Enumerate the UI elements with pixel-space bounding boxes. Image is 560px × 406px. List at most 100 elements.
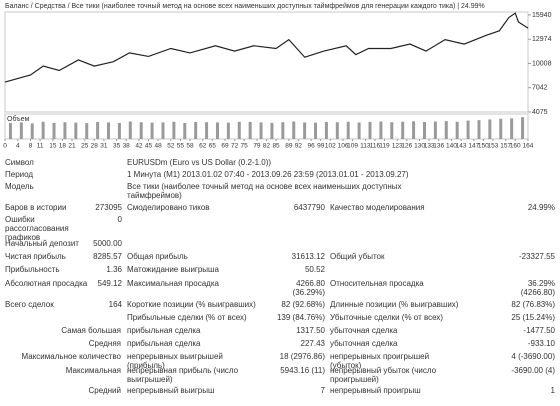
volume-bar — [422, 121, 426, 139]
volume-bar — [455, 121, 459, 139]
y-tick-label: 10008 — [532, 60, 552, 67]
volume-bar — [194, 121, 198, 139]
volume-bar — [433, 121, 437, 139]
volume-bar — [444, 121, 448, 139]
report-label: Начальный депозит — [5, 239, 79, 248]
x-tick-label: 25 — [81, 143, 89, 150]
x-tick-label: 52 — [167, 143, 175, 150]
report-label2: Матожидание выигрыша — [127, 265, 219, 274]
volume-bar — [19, 122, 23, 139]
report-value: 8285.57 — [93, 252, 122, 261]
report-label3: убыточная сделка — [330, 339, 398, 348]
balance-line — [4, 12, 529, 83]
volume-bar — [259, 122, 263, 139]
report-label3: непрерывный убыток (число проигрышей) — [330, 366, 437, 384]
x-tick-label: 130 — [414, 143, 425, 150]
x-tick-label: 157 — [500, 143, 511, 150]
volume-bar — [63, 122, 67, 139]
x-tick-label: 123 — [392, 143, 403, 150]
report-label2: непрерывная прибыль (число выигрышей) — [127, 366, 239, 384]
x-tick-label: 160 — [510, 143, 521, 150]
volume-bar — [205, 122, 209, 139]
x-tick-label: 15 — [49, 143, 57, 150]
report-label: Баров в истории — [5, 203, 67, 212]
report-value: 0 — [117, 215, 122, 224]
volume-bar — [52, 122, 56, 139]
volume-bar — [30, 123, 34, 139]
volume-bar — [128, 121, 132, 139]
x-tick-label: 69 — [221, 143, 229, 150]
report-value3: 1 — [550, 386, 555, 395]
volume-bar — [477, 120, 481, 139]
report-value: 549.12 — [97, 279, 122, 288]
volume-bar — [150, 122, 154, 139]
report-value3: 4 (-3690.00) — [511, 352, 555, 361]
volume-bar — [357, 122, 361, 139]
x-tick-label: 119 — [379, 143, 390, 150]
report-value3: 24.99% — [527, 203, 555, 212]
volume-bar — [85, 123, 89, 139]
report-info: 1 Минута (M1) 2013.01.02 07:40 - 2013.09… — [127, 170, 409, 179]
report-value2: 5943.16 (11) — [280, 366, 325, 375]
report-label3: Длинные позиции (% выигравших) — [330, 300, 459, 309]
volume-bar — [390, 122, 394, 139]
report-value3: 25 (15.24%) — [511, 313, 555, 322]
volume-bar — [346, 121, 350, 139]
x-tick-label: 0 — [3, 143, 7, 150]
y-tick-label: 15940 — [532, 12, 552, 19]
report-label3: убыточная сделка — [330, 326, 398, 335]
report-info: EURUSDm (Euro vs US Dollar (0.2-1.0)) — [127, 158, 272, 167]
volume-bar — [41, 121, 45, 139]
volume-bar — [324, 121, 328, 139]
report-label3: Убыточные сделки (% от всех) — [330, 313, 444, 322]
report-value2: 6437790 — [293, 203, 325, 212]
x-tick-label: 18 — [59, 143, 67, 150]
volume-bar — [368, 121, 372, 139]
report-value: 164 — [108, 300, 122, 309]
volume-bar — [521, 117, 525, 139]
x-tick-label: 79 — [253, 143, 261, 150]
x-tick-label: 102 — [325, 143, 336, 150]
report-label3: непрерывный проигрыш — [330, 386, 421, 395]
report-label2: непрерывных выигрышей (прибыль) — [127, 352, 223, 370]
volume-bar — [499, 118, 503, 139]
x-tick-label: 116 — [370, 143, 381, 150]
y-tick-label: 12974 — [532, 36, 552, 43]
volume-bar — [117, 122, 121, 139]
report-label3: Качество моделирования — [330, 203, 425, 212]
report-value2: 50.52 — [304, 265, 325, 274]
x-tick-label: 45 — [145, 143, 153, 150]
x-tick-label: 92 — [295, 143, 303, 150]
volume-bar — [107, 122, 111, 139]
report-value2: 18 (2976.86) — [279, 352, 325, 361]
report-label: Период — [5, 170, 34, 179]
balance-chart: Баланс / Средства / Все тики (наиболее т… — [3, 2, 552, 150]
report-label2: Прибыльные сделки (% от всех) — [127, 313, 247, 322]
x-tick-label: 147 — [468, 143, 479, 150]
x-tick-label: 106 — [338, 143, 349, 150]
report-prefix: Максимальное количество — [21, 352, 121, 361]
report-label3: Общий убыток — [330, 252, 385, 261]
volume-bar — [183, 122, 187, 139]
report-prefix: Средний — [88, 386, 121, 395]
volume-bar — [466, 120, 470, 139]
volume-bar — [215, 122, 219, 139]
report-label2: Максимальная просадка — [127, 279, 219, 288]
x-tick-label: 99 — [317, 143, 325, 150]
x-tick-label: 55 — [177, 143, 185, 150]
x-tick-label: 31 — [100, 143, 108, 150]
x-tick-label: 38 — [123, 143, 131, 150]
x-tick-label: 85 — [272, 143, 280, 150]
volume-bar — [412, 121, 416, 139]
volume-bar — [281, 122, 285, 139]
report-label: Абсолютная просадка — [5, 279, 88, 288]
volume-bar — [314, 122, 318, 139]
report-label: Всего сделок — [5, 300, 54, 309]
x-tick-label: 109 — [347, 143, 358, 150]
x-tick-label: 58 — [186, 143, 194, 150]
report-label2: Смоделировано тиков — [127, 203, 210, 212]
volume-bar — [161, 122, 165, 139]
x-tick-label: 126 — [401, 143, 412, 150]
chart-title: Баланс / Средства / Все тики (наиболее т… — [5, 2, 485, 10]
report-prefix: Самая большая — [61, 326, 121, 335]
